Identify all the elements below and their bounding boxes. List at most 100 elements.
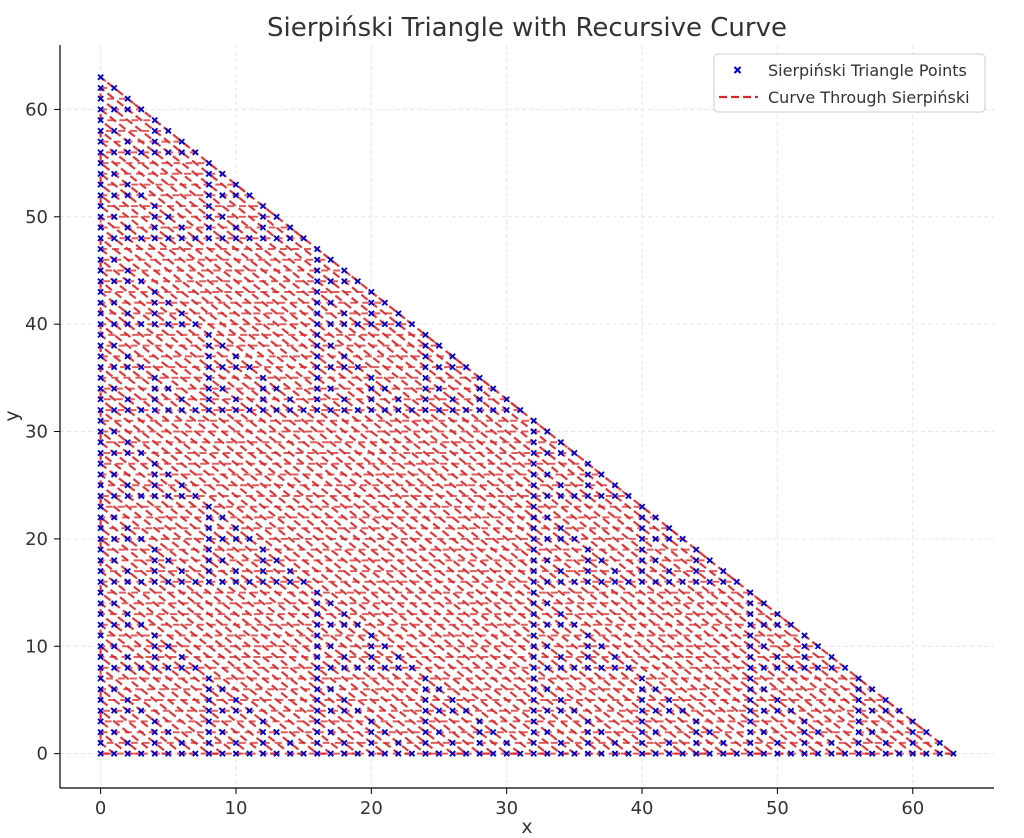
data-point <box>178 310 186 317</box>
data-point <box>652 578 659 586</box>
data-point <box>110 578 118 586</box>
data-point <box>950 750 957 757</box>
data-point <box>747 621 754 629</box>
data-point <box>422 718 429 725</box>
y-tick-label: 20 <box>25 529 48 550</box>
data-point <box>178 653 186 661</box>
data-point <box>327 342 334 349</box>
data-point <box>97 84 104 92</box>
data-point <box>774 653 781 661</box>
data-point <box>205 396 213 403</box>
data-point <box>219 728 226 736</box>
data-point <box>151 138 158 145</box>
data-point <box>151 492 158 500</box>
data-point <box>557 492 565 500</box>
data-point <box>313 299 321 306</box>
data-point <box>97 288 104 296</box>
data-point <box>137 363 145 371</box>
data-point <box>124 277 131 285</box>
data-point <box>341 277 348 285</box>
data-point <box>124 149 131 156</box>
data-point <box>246 750 253 757</box>
data-point <box>557 610 565 618</box>
data-point <box>489 750 497 757</box>
data-point <box>205 342 213 349</box>
data-point <box>178 750 186 757</box>
data-point <box>449 406 456 414</box>
data-point <box>232 567 240 575</box>
data-point <box>97 396 104 403</box>
data-point <box>530 750 538 757</box>
data-point <box>760 707 768 714</box>
data-point <box>354 750 362 757</box>
data-point <box>327 707 334 714</box>
data-point <box>165 728 172 736</box>
data-point <box>598 664 605 671</box>
data-point <box>205 567 213 575</box>
data-point <box>165 127 172 135</box>
data-point <box>936 739 944 747</box>
data-point <box>205 750 213 757</box>
data-point <box>544 492 551 500</box>
data-point <box>760 664 768 671</box>
y-axis-label: y <box>1 410 23 421</box>
data-point <box>720 739 727 747</box>
data-point <box>97 299 104 306</box>
data-point <box>544 664 551 671</box>
data-point <box>192 492 199 500</box>
data-point <box>219 578 226 586</box>
data-point <box>422 728 429 736</box>
data-point <box>692 578 700 586</box>
data-point <box>422 353 429 360</box>
data-point <box>692 718 700 725</box>
data-point <box>530 567 538 575</box>
data-point <box>341 621 348 629</box>
data-point <box>97 353 104 360</box>
data-point <box>449 750 456 757</box>
data-point <box>110 685 118 693</box>
data-point <box>544 643 551 650</box>
data-point <box>760 750 768 757</box>
data-point <box>151 578 158 586</box>
data-point <box>110 707 118 714</box>
data-point <box>205 353 213 360</box>
data-point <box>259 374 267 382</box>
data-point <box>313 707 321 714</box>
data-point <box>313 600 321 607</box>
data-point <box>286 578 294 586</box>
data-point <box>530 739 538 747</box>
data-point <box>124 235 131 242</box>
data-point <box>395 320 402 328</box>
data-point <box>151 460 158 467</box>
data-point <box>435 406 443 414</box>
data-point <box>760 600 768 607</box>
data-point <box>665 524 673 532</box>
data-point <box>124 567 131 575</box>
data-point <box>97 514 104 521</box>
data-point <box>923 728 930 736</box>
data-point <box>868 707 876 714</box>
data-point <box>638 546 646 553</box>
data-point <box>219 707 226 714</box>
data-point <box>313 610 321 618</box>
data-point <box>584 546 592 553</box>
data-point <box>422 363 429 371</box>
data-point <box>422 685 429 693</box>
data-point <box>544 557 551 564</box>
data-point <box>679 578 686 586</box>
data-point <box>97 428 104 435</box>
data-point <box>151 235 158 242</box>
data-point <box>341 696 348 704</box>
data-point <box>611 492 619 500</box>
data-point <box>124 750 131 757</box>
data-point <box>97 739 104 747</box>
y-axis-ticks: 0 10 20 30 40 50 60 <box>25 99 60 765</box>
data-point <box>110 643 118 650</box>
data-point <box>313 643 321 650</box>
data-point <box>273 578 280 586</box>
data-point <box>638 514 646 521</box>
legend-label-curve: Curve Through Sierpiński <box>768 88 970 107</box>
data-point <box>151 127 158 135</box>
data-point <box>530 718 538 725</box>
data-point <box>489 385 497 392</box>
